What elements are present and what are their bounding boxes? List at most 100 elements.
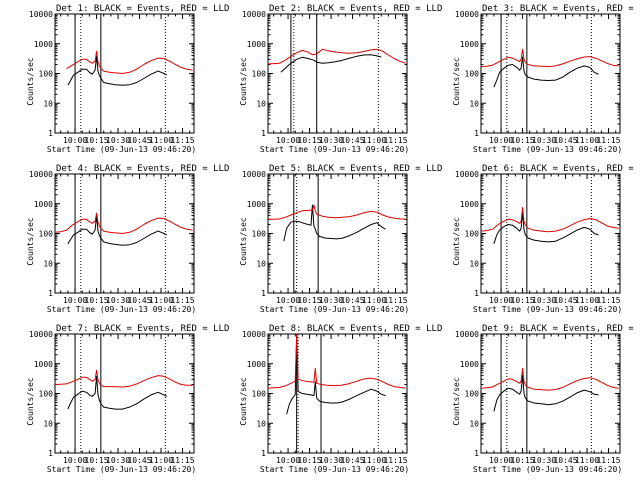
y-tick-label: 10 <box>256 419 266 428</box>
panel-title: Det 5: BLACK = Events, RED = LLD <box>269 164 442 174</box>
y-tick-label: 100 <box>39 390 54 399</box>
detector-panel-8: Det 8: BLACK = Events, RED = LLD 1 10 100 10… <box>239 324 442 474</box>
y-tick-label: 1 <box>261 129 266 138</box>
lld-series-line <box>267 48 406 65</box>
x-tick-label: 10:00 <box>63 136 87 145</box>
x-tick-label: 10:00 <box>63 456 87 465</box>
lld-series-line <box>66 50 193 74</box>
x-tick-label: 10:00 <box>276 136 300 145</box>
x-tick-label: 10:45 <box>127 296 151 305</box>
lld-series-line <box>480 367 619 391</box>
y-tick-label: 100 <box>252 70 267 79</box>
y-tick-label: 10 <box>43 259 53 268</box>
x-tick-label: 10:15 <box>511 136 535 145</box>
x-tick-label: 11:15 <box>383 456 407 465</box>
x-tick-label: 11:00 <box>575 456 599 465</box>
y-axis-label: Counts/sec <box>452 377 461 425</box>
y-tick-label: 10 <box>469 259 479 268</box>
y-tick-label: 1 <box>474 129 479 138</box>
y-axis-label: Counts/sec <box>239 377 248 425</box>
y-tick-label: 100 <box>39 70 54 79</box>
y-tick-label: 1000 <box>34 360 53 369</box>
x-tick-label: 11:00 <box>575 136 599 145</box>
detector-panel-9: Det 9: BLACK = Events, RED = LLD 1 10 100 10… <box>452 324 640 474</box>
y-tick-label: 10000 <box>29 170 53 179</box>
x-tick-label: 10:00 <box>276 296 300 305</box>
y-axis-label: Counts/sec <box>239 57 248 105</box>
axes-frame <box>54 333 195 454</box>
detector-panel-3: Det 3: BLACK = Events, RED = LLD 1 10 100 10… <box>452 4 640 154</box>
y-tick-label: 100 <box>465 70 480 79</box>
x-tick-label: 10:45 <box>340 136 364 145</box>
panel-title: Det 8: BLACK = Events, RED = LLD <box>269 324 442 334</box>
y-tick-label: 1 <box>474 449 479 458</box>
axes-frame <box>480 173 621 294</box>
y-tick-label: 1000 <box>460 40 479 49</box>
panel-title: Det 2: BLACK = Events, RED = LLD <box>269 4 442 14</box>
y-tick-label: 10000 <box>455 330 479 339</box>
x-tick-label: 10:15 <box>298 456 322 465</box>
axes-frame <box>480 13 621 134</box>
lld-series-line <box>54 369 193 388</box>
x-tick-label: 11:00 <box>149 456 173 465</box>
x-axis-label: Start Time (09-Jun-13 09:46:20) <box>473 145 622 154</box>
x-tick-label: 10:00 <box>489 296 513 305</box>
events-series-line <box>67 215 168 246</box>
x-tick-label: 10:45 <box>340 296 364 305</box>
x-tick-label: 11:15 <box>596 296 620 305</box>
x-tick-label: 10:15 <box>511 456 535 465</box>
x-tick-label: 10:15 <box>85 296 109 305</box>
x-tick-label: 11:00 <box>575 296 599 305</box>
x-tick-label: 10:30 <box>319 136 343 145</box>
panel-title: Det 9: BLACK = Events, RED = LLD <box>482 324 640 334</box>
events-series-line <box>67 55 168 86</box>
x-tick-label: 10:15 <box>85 136 109 145</box>
x-tick-label: 10:30 <box>106 456 130 465</box>
x-tick-label: 11:15 <box>596 456 620 465</box>
x-tick-label: 11:00 <box>362 136 386 145</box>
events-series-line <box>283 204 386 242</box>
x-tick-label: 10:30 <box>532 136 556 145</box>
x-tick-label: 11:15 <box>383 296 407 305</box>
x-axis-label: Start Time (09-Jun-13 09:46:20) <box>47 465 196 474</box>
x-tick-label: 10:15 <box>298 136 322 145</box>
y-axis-label: Counts/sec <box>452 217 461 265</box>
x-tick-label: 11:15 <box>170 136 194 145</box>
y-tick-label: 1 <box>261 449 266 458</box>
x-tick-label: 11:00 <box>149 136 173 145</box>
detector-panel-6: Det 6: BLACK = Events, RED = LLD 1 10 100 10… <box>452 164 640 314</box>
axes-frame <box>267 13 408 134</box>
axes-frame <box>267 333 408 454</box>
y-tick-label: 1000 <box>34 200 53 209</box>
x-axis-label: Start Time (09-Jun-13 09:46:20) <box>47 305 196 314</box>
lld-series-line <box>480 207 619 233</box>
y-tick-label: 1000 <box>247 360 266 369</box>
x-tick-label: 10:30 <box>532 296 556 305</box>
y-tick-label: 10 <box>256 259 266 268</box>
y-axis-label: Counts/sec <box>26 377 35 425</box>
lld-series-line <box>480 48 619 68</box>
y-tick-label: 10 <box>43 99 53 108</box>
events-series-line <box>280 54 382 73</box>
y-axis-label: Counts/sec <box>452 57 461 105</box>
y-tick-label: 10000 <box>455 170 479 179</box>
detector-panel-5: Det 5: BLACK = Events, RED = LLD 1 10 100 10… <box>239 164 442 314</box>
x-tick-label: 10:45 <box>553 456 577 465</box>
x-tick-label: 10:15 <box>511 296 535 305</box>
y-tick-label: 1000 <box>460 360 479 369</box>
panel-title: Det 4: BLACK = Events, RED = LLD <box>56 164 229 174</box>
x-tick-label: 10:15 <box>298 296 322 305</box>
y-tick-label: 10 <box>256 99 266 108</box>
x-axis-label: Start Time (09-Jun-13 09:46:20) <box>260 305 409 314</box>
y-tick-label: 10000 <box>29 10 53 19</box>
panel-title: Det 7: BLACK = Events, RED = LLD <box>56 324 229 334</box>
x-axis-label: Start Time (09-Jun-13 09:46:20) <box>473 305 622 314</box>
x-tick-label: 10:45 <box>127 136 151 145</box>
lld-series-line <box>54 212 193 234</box>
events-series-line <box>493 212 599 244</box>
detector-panel-2: Det 2: BLACK = Events, RED = LLD 1 10 100 10… <box>239 4 442 154</box>
y-tick-label: 100 <box>252 390 267 399</box>
x-tick-label: 10:00 <box>63 296 87 305</box>
x-tick-label: 10:45 <box>553 136 577 145</box>
